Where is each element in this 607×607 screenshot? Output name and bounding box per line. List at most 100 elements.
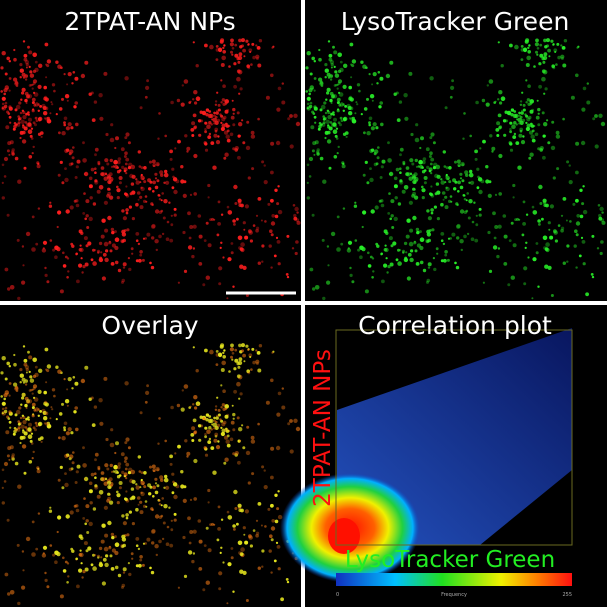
- signal-dot: [311, 213, 315, 217]
- signal-dot: [270, 538, 274, 542]
- signal-dot: [116, 493, 121, 498]
- signal-dot: [244, 540, 249, 545]
- signal-dot: [107, 191, 112, 196]
- signal-dot: [239, 392, 243, 396]
- signal-dot: [94, 472, 97, 476]
- signal-dot: [42, 411, 47, 415]
- signal-dot: [240, 508, 244, 513]
- signal-dot: [551, 64, 555, 68]
- signal-dot: [114, 237, 120, 242]
- signal-dot: [155, 553, 158, 557]
- signal-dot: [121, 585, 124, 589]
- signal-dot: [110, 165, 114, 168]
- signal-dot: [124, 381, 129, 386]
- signal-dot: [125, 490, 128, 493]
- signal-dot: [466, 232, 470, 236]
- signal-dot: [31, 152, 34, 155]
- signal-dot: [129, 192, 133, 196]
- signal-dot: [512, 196, 515, 199]
- signal-dot: [465, 199, 468, 202]
- signal-dot: [248, 535, 253, 540]
- signal-dot: [13, 362, 17, 367]
- signal-dot: [17, 179, 22, 184]
- signal-dot: [519, 100, 523, 103]
- signal-dot: [232, 219, 236, 223]
- signal-dot: [274, 214, 279, 219]
- signal-dot: [98, 185, 104, 190]
- signal-dot: [172, 482, 178, 487]
- signal-dot: [63, 121, 66, 125]
- signal-dot: [250, 130, 255, 135]
- signal-dot: [260, 524, 263, 527]
- signal-dot: [362, 64, 367, 69]
- signal-dot: [156, 163, 160, 167]
- signal-dot: [55, 418, 58, 421]
- signal-dot: [182, 498, 187, 503]
- signal-dot: [241, 38, 245, 43]
- signal-dot: [6, 518, 10, 522]
- signal-dot: [387, 265, 391, 269]
- signal-dot: [306, 163, 310, 167]
- signal-dot: [293, 113, 298, 119]
- signal-dot: [223, 435, 229, 440]
- signal-dot: [277, 262, 281, 266]
- signal-dot: [80, 536, 84, 540]
- signal-dot: [9, 121, 12, 124]
- signal-dot: [32, 79, 38, 84]
- signal-dot: [79, 247, 84, 253]
- signal-dot: [230, 343, 234, 348]
- signal-dot: [187, 550, 193, 555]
- signal-dot: [21, 139, 27, 144]
- signal-dot: [125, 513, 129, 517]
- signal-dot: [481, 98, 486, 103]
- signal-dot: [68, 152, 72, 156]
- signal-dot: [462, 137, 465, 140]
- signal-dot: [130, 247, 134, 251]
- signal-dot: [49, 201, 52, 204]
- signal-dot: [392, 241, 397, 246]
- signal-dot: [161, 497, 164, 500]
- signal-dot: [549, 204, 555, 209]
- signal-dot: [160, 209, 164, 213]
- signal-dot: [555, 130, 560, 135]
- signal-dot: [482, 139, 486, 144]
- signal-dot: [433, 205, 437, 209]
- signal-dot: [408, 71, 413, 76]
- signal-dot: [221, 403, 226, 407]
- signal-dot: [155, 466, 160, 472]
- signal-dot: [84, 262, 89, 267]
- signal-dot: [342, 103, 345, 106]
- signal-dot: [171, 491, 175, 495]
- signal-dot: [409, 228, 414, 233]
- signal-dot: [158, 234, 162, 239]
- signal-dot: [372, 72, 377, 77]
- signal-dot: [387, 158, 392, 163]
- signal-dot: [223, 130, 229, 135]
- signal-dot: [219, 551, 222, 555]
- signal-dot: [225, 134, 230, 139]
- signal-dot: [440, 232, 445, 236]
- signal-dot: [84, 522, 87, 526]
- signal-dot: [385, 231, 389, 235]
- signal-dot: [197, 214, 202, 218]
- signal-dot: [295, 426, 301, 432]
- signal-dot: [33, 396, 36, 399]
- signal-dot: [227, 257, 232, 262]
- signal-dot: [110, 262, 115, 266]
- signal-dot: [537, 112, 540, 115]
- signal-dot: [393, 176, 398, 181]
- signal-dot: [110, 227, 115, 232]
- signal-dot: [351, 116, 355, 121]
- signal-dot: [265, 95, 270, 100]
- signal-dot: [263, 164, 266, 167]
- signal-dot: [135, 544, 139, 547]
- signal-dot: [492, 211, 496, 216]
- signal-dot: [161, 192, 164, 195]
- signal-dot: [374, 205, 379, 210]
- signal-dot: [403, 241, 408, 246]
- signal-dot: [550, 294, 554, 297]
- signal-dot: [20, 403, 23, 406]
- signal-dot: [121, 280, 124, 284]
- signal-dot: [174, 452, 177, 455]
- signal-dot: [82, 265, 86, 269]
